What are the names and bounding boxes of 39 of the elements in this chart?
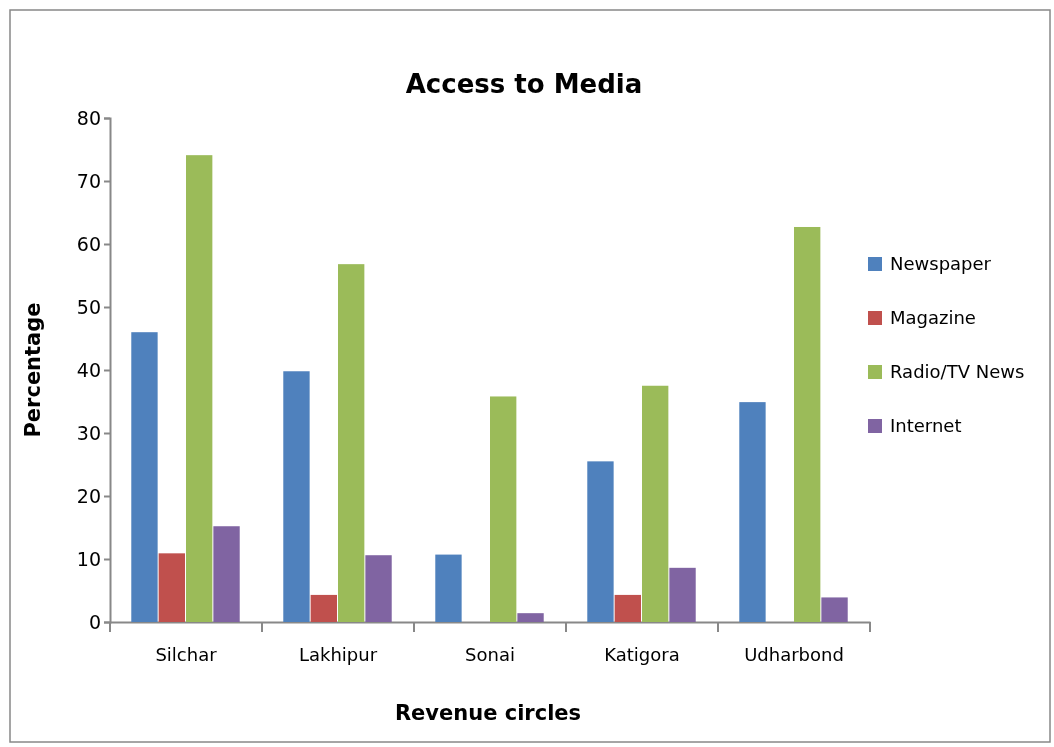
y-tick-label: 80 <box>76 106 101 129</box>
x-axis-title: Revenue circles <box>394 701 582 725</box>
bar <box>310 594 337 622</box>
bar <box>186 155 213 622</box>
y-tick-label: 60 <box>76 232 101 255</box>
y-tick-label: 10 <box>76 547 101 570</box>
bar <box>739 402 766 622</box>
y-tick-label: 40 <box>76 358 101 381</box>
y-axis-title: Percentage <box>21 302 45 438</box>
bar <box>794 226 821 622</box>
bar <box>614 594 641 622</box>
x-tick-label: Silchar <box>155 644 218 665</box>
bar <box>821 597 848 622</box>
y-tick-label: 30 <box>76 421 101 444</box>
x-tick-label: Lakhipur <box>298 644 378 665</box>
chart-title: Access to Media <box>405 69 643 99</box>
bar <box>365 555 392 622</box>
bar <box>642 385 669 622</box>
legend-label: Magazine <box>890 307 976 328</box>
bar <box>158 553 185 622</box>
y-tick-label: 0 <box>88 610 101 633</box>
bar <box>490 396 517 622</box>
x-tick-label: Udharbond <box>744 644 844 665</box>
legend-label: Radio/TV News <box>890 361 1025 382</box>
bar <box>283 371 310 622</box>
bar <box>669 567 696 622</box>
x-tick-label: Sonai <box>465 644 515 665</box>
legend-label: Internet <box>890 415 962 436</box>
bar <box>338 264 365 622</box>
legend-label: Newspaper <box>890 253 992 274</box>
y-tick-label: 70 <box>76 169 101 192</box>
bar <box>587 461 614 622</box>
y-tick-label: 20 <box>76 484 101 507</box>
bar <box>131 332 158 622</box>
x-tick-label: Katigora <box>604 644 680 665</box>
bar <box>213 526 240 622</box>
bar <box>517 613 544 622</box>
y-tick-label: 50 <box>76 295 101 318</box>
bar <box>435 554 462 622</box>
